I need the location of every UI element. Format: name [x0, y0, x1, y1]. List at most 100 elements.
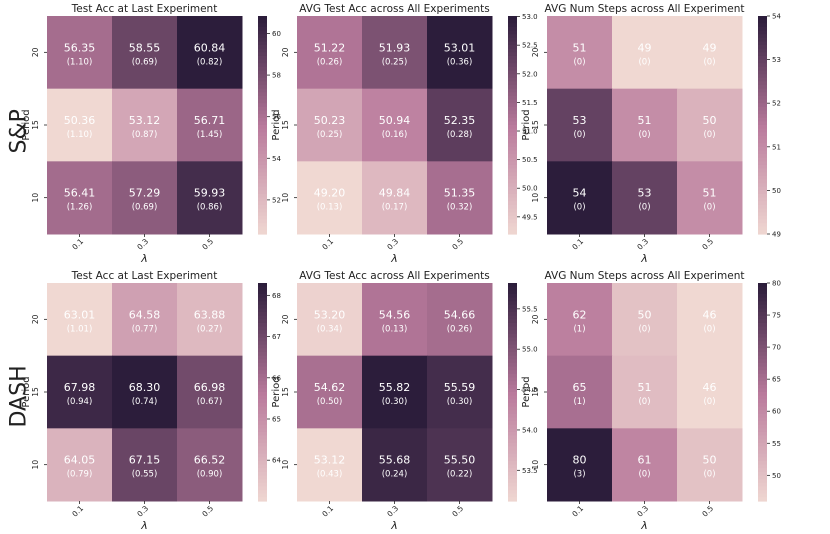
panel-title: Test Acc at Last Experiment [71, 270, 218, 282]
colorbar-segment [508, 410, 517, 415]
cell-value: 55.59 [444, 381, 476, 394]
colorbar-segment [508, 388, 517, 393]
colorbar-segment [758, 179, 767, 184]
colorbar-segment [758, 370, 767, 375]
heatmap-cell [547, 161, 613, 235]
colorbar-segment [758, 154, 767, 159]
colorbar-segment [508, 88, 517, 93]
colorbar-segment [508, 106, 517, 112]
colorbar-segment [508, 212, 517, 217]
cell-std: (0.69) [132, 57, 158, 67]
colorbar-segment [758, 431, 767, 437]
colorbar-segment [258, 70, 267, 75]
cell-std: (0.50) [317, 397, 343, 407]
cell-value: 53.20 [314, 308, 346, 321]
colorbar-segment [758, 190, 767, 195]
x-tick-label: 0.5 [700, 237, 715, 252]
cell-value: 53 [573, 114, 587, 127]
colorbar-segment [758, 37, 767, 43]
colorbar-segment [258, 402, 267, 408]
heatmap-cell [427, 283, 493, 357]
heatmap-cell [112, 428, 178, 502]
colorbar-segment [508, 135, 517, 141]
colorbar-segment [508, 186, 517, 191]
colorbar-segment [758, 110, 767, 115]
x-tick-label: 0.3 [135, 237, 150, 252]
colorbar-tick-label: 65 [772, 376, 781, 384]
colorbar-segment [258, 417, 267, 422]
colorbar-segment [258, 55, 267, 61]
colorbar-segment [258, 453, 267, 458]
colorbar-segment [758, 125, 767, 130]
colorbar-segment [508, 337, 517, 342]
colorbar-segment [758, 23, 767, 28]
colorbar-segment [508, 431, 517, 437]
colorbar-tick-label: 50.5 [522, 156, 538, 164]
colorbar-segment [258, 34, 267, 39]
colorbar-segment [758, 471, 767, 477]
colorbar-segment [508, 439, 517, 444]
colorbar-segment [758, 88, 767, 93]
colorbar-segment [258, 121, 267, 126]
cell-value: 50.23 [314, 114, 346, 127]
colorbar-segment [258, 154, 267, 159]
colorbar-tick-label: 64 [272, 457, 281, 465]
colorbar-segment [258, 208, 267, 213]
colorbar-tick-label: 80 [772, 280, 781, 288]
x-tick-label: 0.3 [385, 504, 400, 519]
cell-value: 51 [638, 381, 652, 394]
panel-title: AVG Num Steps across All Experiment [545, 3, 745, 15]
colorbar-segment [758, 19, 767, 24]
heatmap-cell [177, 283, 243, 357]
heatmap-panel: Test Acc at Last Experiment 56.35 (1.10) 58… [21, 3, 281, 265]
colorbar-segment [508, 99, 517, 104]
colorbar-segment [258, 219, 267, 224]
colorbar-segment [258, 283, 267, 288]
colorbar-segment [508, 468, 517, 473]
colorbar-segment [508, 450, 517, 455]
cell-std: (1) [573, 324, 585, 334]
colorbar-segment [758, 215, 767, 221]
colorbar-segment [508, 392, 517, 397]
colorbar-segment [258, 330, 267, 335]
cell-std: (0.17) [382, 203, 408, 213]
colorbar-segment [508, 373, 517, 379]
colorbar-tick-label: 52.5 [522, 42, 538, 50]
heatmap-cell [427, 161, 493, 235]
cell-value: 80 [573, 454, 587, 467]
colorbar-tick-label: 68 [272, 292, 281, 300]
cell-std: (0) [573, 203, 585, 213]
colorbar-segment [758, 204, 767, 210]
cell-value: 54.62 [314, 381, 346, 394]
heatmap-cell [547, 355, 613, 429]
colorbar-segment [258, 66, 267, 72]
heatmap-cell [362, 88, 428, 162]
colorbar-segment [508, 128, 517, 133]
cell-value: 46 [703, 308, 717, 321]
colorbar-segment [258, 41, 267, 46]
y-tick-label: 20 [31, 314, 40, 324]
cell-value: 64.58 [129, 308, 161, 321]
cell-std: (0.13) [317, 203, 343, 213]
colorbar-segment [258, 431, 267, 437]
colorbar-segment [258, 52, 267, 57]
cell-std: (0.43) [317, 470, 343, 480]
colorbar-segment [508, 55, 517, 61]
colorbar-segment [758, 150, 767, 155]
colorbar-segment [758, 183, 767, 188]
cell-std: (0) [638, 57, 650, 67]
colorbar-segment [258, 439, 267, 444]
colorbar-segment [258, 308, 267, 313]
colorbar-segment [758, 226, 767, 231]
x-tick-label: 0.5 [700, 504, 715, 519]
colorbar-tick-label: 55.5 [522, 305, 538, 313]
colorbar-segment [508, 143, 517, 148]
colorbar-segment [258, 226, 267, 231]
colorbar-segment [258, 48, 267, 53]
colorbar-segment [258, 370, 267, 375]
cell-value: 53 [638, 187, 652, 200]
colorbar-segment [758, 457, 767, 462]
colorbar-segment [758, 388, 767, 393]
colorbar-tick-label: 51.5 [522, 99, 538, 107]
heatmap-cell [677, 88, 743, 162]
